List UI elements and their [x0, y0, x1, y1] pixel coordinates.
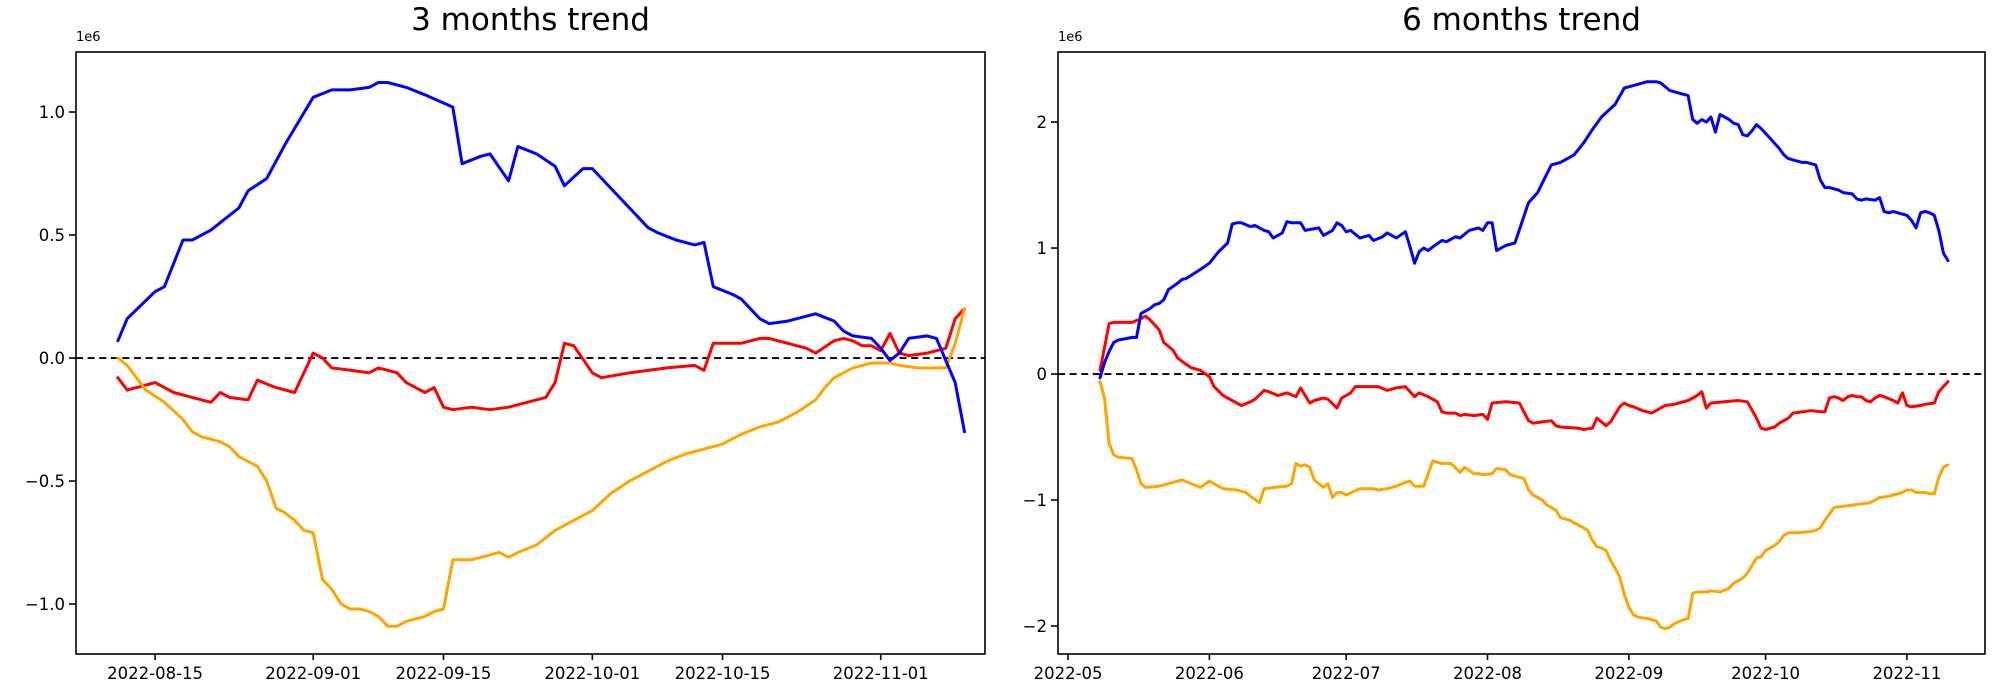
y-tick-label: −1: [1023, 491, 1047, 510]
y-tick-label: 1.0: [39, 103, 65, 122]
y-tick-label: −2: [1023, 617, 1047, 636]
x-tick-label: 2022-08-15: [107, 664, 203, 683]
y-tick-label: 0.0: [39, 349, 65, 368]
series-line-orange: [1098, 380, 1950, 630]
x-tick-label: 2022-11: [1872, 664, 1941, 683]
y-tick-label: 2: [1037, 113, 1048, 132]
y-axis-offset-label: 1e6: [1058, 30, 1083, 45]
chart-canvas-3-months: 2022-08-15 2022-09-01 2022-09-15 2022-10-01…: [25, 51, 986, 683]
x-tick-label: 2022-09: [1594, 664, 1663, 683]
series-line-orange: [116, 307, 966, 628]
x-tick-label: 2022-10-01: [544, 664, 640, 683]
x-tick-label: 2022-05: [1034, 664, 1103, 683]
chart-canvas-6-months: 2022-05 2022-06 2022-07 2022-08 2022-09 2022-…: [1023, 51, 1986, 683]
y-axis-offset-label: 1e6: [76, 30, 101, 45]
series-line-blue: [116, 81, 966, 434]
x-tick-label: 2022-10-15: [675, 664, 771, 683]
chart-panel-3-months: 3 months trend 1e6 2022-08-15 2022-09-01 2…: [25, 2, 986, 683]
y-tick-label: −1.0: [25, 595, 65, 614]
chart-title-6-months: 6 months trend: [1402, 2, 1641, 38]
x-tick-label: 2022-10: [1731, 664, 1800, 683]
chart-panel-6-months: 6 months trend 1e6 2022-05 2022-06 2022-07…: [1000, 0, 2000, 700]
series-line-red: [1098, 314, 1950, 431]
series-line-blue: [1098, 80, 1950, 380]
x-tick-label: 2022-07: [1312, 664, 1381, 683]
axes-frame: [75, 51, 986, 655]
x-tick-label: 2022-11-01: [833, 664, 929, 683]
chart-title-3-months: 3 months trend: [411, 2, 650, 38]
x-tick-label: 2022-09-01: [265, 664, 361, 683]
y-tick-label: −0.5: [25, 472, 65, 491]
axes-frame: [1057, 51, 1986, 655]
x-tick-label: 2022-09-15: [396, 664, 492, 683]
y-tick-label: 0.5: [39, 226, 65, 245]
y-tick-label: 1: [1037, 239, 1048, 258]
y-tick-label: 0: [1037, 365, 1048, 384]
x-tick-label: 2022-06: [1175, 664, 1244, 683]
x-tick-label: 2022-08: [1453, 664, 1522, 683]
series-line-red: [116, 307, 966, 412]
